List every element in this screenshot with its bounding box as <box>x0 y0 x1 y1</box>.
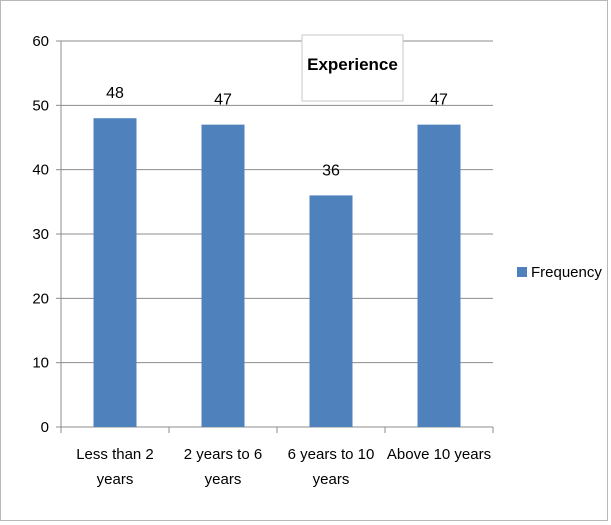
x-category-label-1-line-1: years <box>205 471 242 488</box>
x-category-label-0-line-1: years <box>97 471 134 488</box>
y-tick-label-30: 30 <box>32 226 49 243</box>
chart-title-box-frame <box>301 34 404 102</box>
x-category-label-2: 6 years to 10 years <box>288 446 375 488</box>
bar-3 <box>417 124 461 427</box>
chart-title: Experience <box>307 55 398 74</box>
legend-swatch-frequency <box>517 267 527 277</box>
bar-1 <box>201 124 245 427</box>
x-category-label-1-line-0: 2 years to 6 <box>184 446 262 463</box>
x-category-label-2-line-1: years <box>313 471 350 488</box>
x-category-label-1: 2 years to 6 years <box>184 446 262 488</box>
y-tick-labels: 0 10 20 30 40 50 60 <box>32 33 49 436</box>
x-category-label-0: Less than 2 years <box>76 446 154 488</box>
legend: Frequency <box>517 264 602 281</box>
data-label-0: 48 <box>106 85 124 102</box>
data-labels: 48 47 36 47 <box>106 85 448 179</box>
data-label-3: 47 <box>430 92 448 109</box>
x-category-label-2-line-0: 6 years to 10 <box>288 446 375 463</box>
y-tick-label-60: 60 <box>32 33 49 50</box>
y-tick-label-0: 0 <box>41 419 49 436</box>
data-label-1: 47 <box>214 92 232 109</box>
y-tick-label-10: 10 <box>32 355 49 372</box>
legend-label-frequency: Frequency <box>531 264 602 281</box>
bars <box>93 118 461 427</box>
bar-0 <box>93 118 137 427</box>
x-category-label-3: Above 10 years <box>387 446 491 463</box>
y-tick-label-20: 20 <box>32 290 49 307</box>
chart-title-box: Experience <box>301 34 404 102</box>
x-category-label-0-line-0: Less than 2 <box>76 446 154 463</box>
data-label-2: 36 <box>322 162 340 179</box>
bar-2 <box>309 195 353 427</box>
y-tick-label-50: 50 <box>32 97 49 114</box>
y-tick-label-40: 40 <box>32 162 49 179</box>
x-category-label-3-line-0: Above 10 years <box>387 446 491 463</box>
